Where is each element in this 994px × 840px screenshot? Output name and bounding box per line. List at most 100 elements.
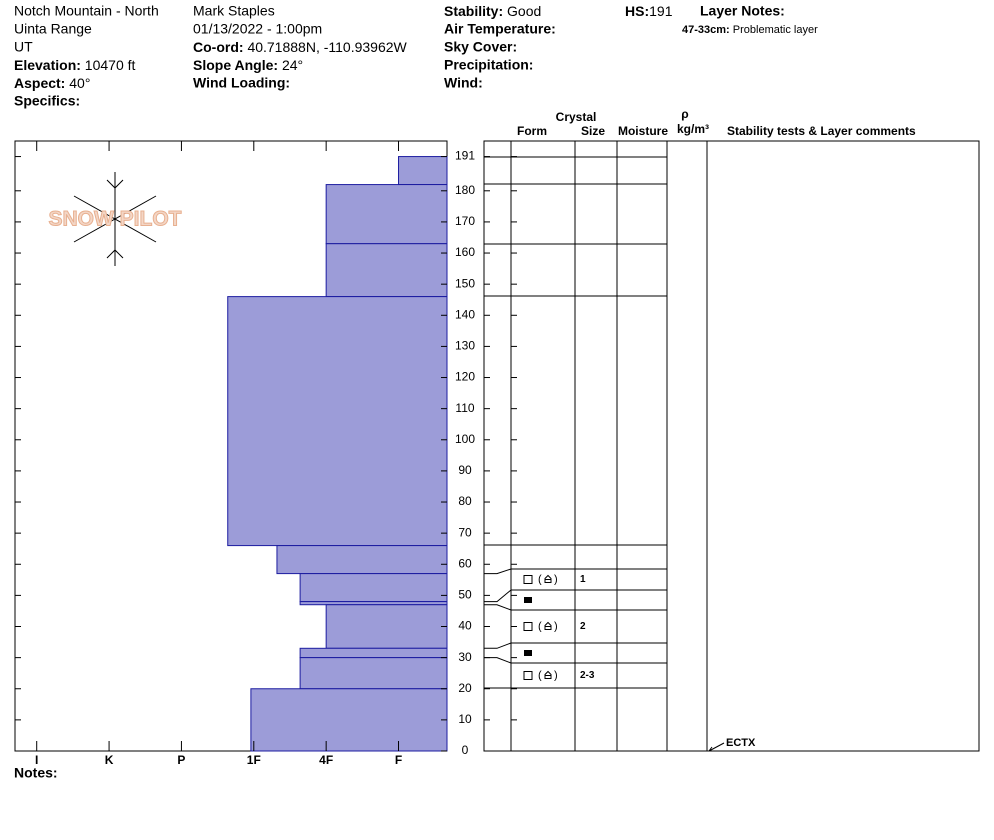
datetime: 01/13/2022 - 1:00pm bbox=[193, 21, 322, 37]
depth-label: 60 bbox=[458, 556, 472, 570]
slope-angle: Slope Angle: 24° bbox=[193, 57, 303, 73]
test-arrow bbox=[708, 742, 725, 752]
value: 40° bbox=[69, 75, 90, 91]
header-density-unit: kg/m³ bbox=[677, 122, 709, 136]
form-icon: ( bbox=[538, 573, 542, 585]
crystal-size: 1 bbox=[580, 574, 586, 585]
depth-label: 50 bbox=[458, 588, 472, 602]
header-comments: Stability tests & Layer comments bbox=[727, 124, 916, 138]
hardness-bar bbox=[325, 184, 448, 245]
depth-label: 180 bbox=[455, 183, 475, 197]
depth-label: 150 bbox=[455, 276, 475, 290]
test-label: ECTX bbox=[726, 737, 756, 749]
hardness-label: K bbox=[105, 753, 114, 767]
specifics: Specifics: bbox=[14, 93, 80, 109]
label: Aspect: bbox=[14, 75, 65, 91]
hardness-bar bbox=[325, 604, 448, 649]
depth-label: 70 bbox=[458, 525, 472, 539]
stability: Stability: Good bbox=[444, 3, 541, 19]
value: 10470 ft bbox=[85, 57, 136, 73]
hs: HS:191 bbox=[625, 3, 673, 19]
wind: Wind: bbox=[444, 75, 483, 91]
form-icon: ( bbox=[538, 669, 542, 681]
depth-label: 130 bbox=[455, 339, 475, 353]
label: Co-ord: bbox=[193, 39, 244, 55]
text: Problematic layer bbox=[733, 24, 818, 36]
hardness-bar bbox=[299, 647, 448, 659]
precipitation: Precipitation: bbox=[444, 57, 533, 73]
header-crystal: Crystal bbox=[556, 110, 597, 124]
logo: SNOW PILOT bbox=[48, 172, 182, 266]
hardness-bar bbox=[276, 545, 448, 575]
hardness-bar bbox=[299, 657, 448, 690]
table-headers: Crystal ρ Form Size Moisture kg/m³ Stabi… bbox=[517, 107, 916, 138]
depth-label: 10 bbox=[458, 712, 472, 726]
wind-loading: Wind Loading: bbox=[193, 75, 290, 91]
header-form: Form bbox=[517, 124, 547, 138]
form-icon: ) bbox=[554, 620, 558, 632]
depth-label: 0 bbox=[462, 743, 469, 757]
row-connector bbox=[484, 568, 512, 575]
layer-note: 47-33cm: Problematic layer bbox=[682, 24, 818, 36]
sky-cover: Sky Cover: bbox=[444, 39, 517, 55]
label: Stability: bbox=[444, 3, 503, 19]
form-icon bbox=[523, 671, 533, 680]
depth-label: 20 bbox=[458, 681, 472, 695]
notes: Notes: bbox=[14, 765, 58, 781]
row-connector bbox=[484, 642, 512, 649]
form-icon bbox=[523, 575, 533, 584]
hardness-label: 1F bbox=[247, 753, 261, 767]
header-moisture: Moisture bbox=[618, 124, 668, 138]
hardness-label: 4F bbox=[319, 753, 333, 767]
header-size: Size bbox=[581, 124, 605, 138]
coord: Co-ord: 40.71888N, -110.93962W bbox=[193, 39, 408, 55]
hardness-label: P bbox=[177, 753, 185, 767]
hardness-bar bbox=[250, 688, 448, 752]
hardness-bar bbox=[398, 156, 448, 186]
value: Good bbox=[507, 3, 541, 19]
observer: Mark Staples bbox=[193, 3, 275, 19]
site-range: Uinta Range bbox=[14, 21, 92, 37]
layer-notes-title: Layer Notes: bbox=[700, 3, 785, 19]
hardness-bar bbox=[227, 296, 448, 547]
depth-label: 40 bbox=[458, 619, 472, 633]
header: Notch Mountain - North Uinta Range UT El… bbox=[14, 3, 818, 109]
value: 191 bbox=[649, 3, 673, 19]
site-state: UT bbox=[14, 39, 33, 55]
form-icon bbox=[544, 670, 552, 679]
site-name: Notch Mountain - North bbox=[14, 3, 159, 19]
form-icon bbox=[523, 622, 533, 631]
elevation: Elevation: 10470 ft bbox=[14, 57, 136, 73]
depth-label: 160 bbox=[455, 245, 475, 259]
form-icon: ) bbox=[554, 669, 558, 681]
test-arrow bbox=[708, 746, 714, 752]
depth-label: 120 bbox=[455, 370, 475, 384]
form-icon bbox=[544, 574, 552, 583]
value: 40.71888N, -110.93962W bbox=[247, 39, 407, 55]
row-connector bbox=[484, 589, 512, 603]
depth-label: 30 bbox=[458, 650, 472, 664]
table-frame bbox=[483, 140, 980, 752]
label: Elevation: bbox=[14, 57, 81, 73]
depth-label: 110 bbox=[455, 401, 474, 415]
depth-label: 90 bbox=[458, 463, 472, 477]
form-icon bbox=[524, 597, 532, 603]
crystal-size: 2 bbox=[580, 621, 586, 632]
row-connector bbox=[484, 657, 512, 664]
form-icon: ) bbox=[554, 573, 558, 585]
depth-label: 170 bbox=[455, 214, 475, 228]
label: HS: bbox=[625, 3, 649, 19]
depth-label: 80 bbox=[458, 494, 472, 508]
header-density-symbol: ρ bbox=[681, 107, 688, 121]
hardness-bar bbox=[299, 573, 448, 603]
logo-text: SNOW PILOT bbox=[49, 208, 182, 231]
form-icon bbox=[524, 650, 532, 656]
aspect: Aspect: 40° bbox=[14, 75, 90, 91]
form-icon: ( bbox=[538, 620, 542, 632]
depth-label: 100 bbox=[455, 432, 475, 446]
label: Slope Angle: bbox=[193, 57, 278, 73]
hardness-label: I bbox=[35, 753, 38, 767]
hardness-bar bbox=[325, 243, 448, 298]
air-temperature: Air Temperature: bbox=[444, 21, 556, 37]
